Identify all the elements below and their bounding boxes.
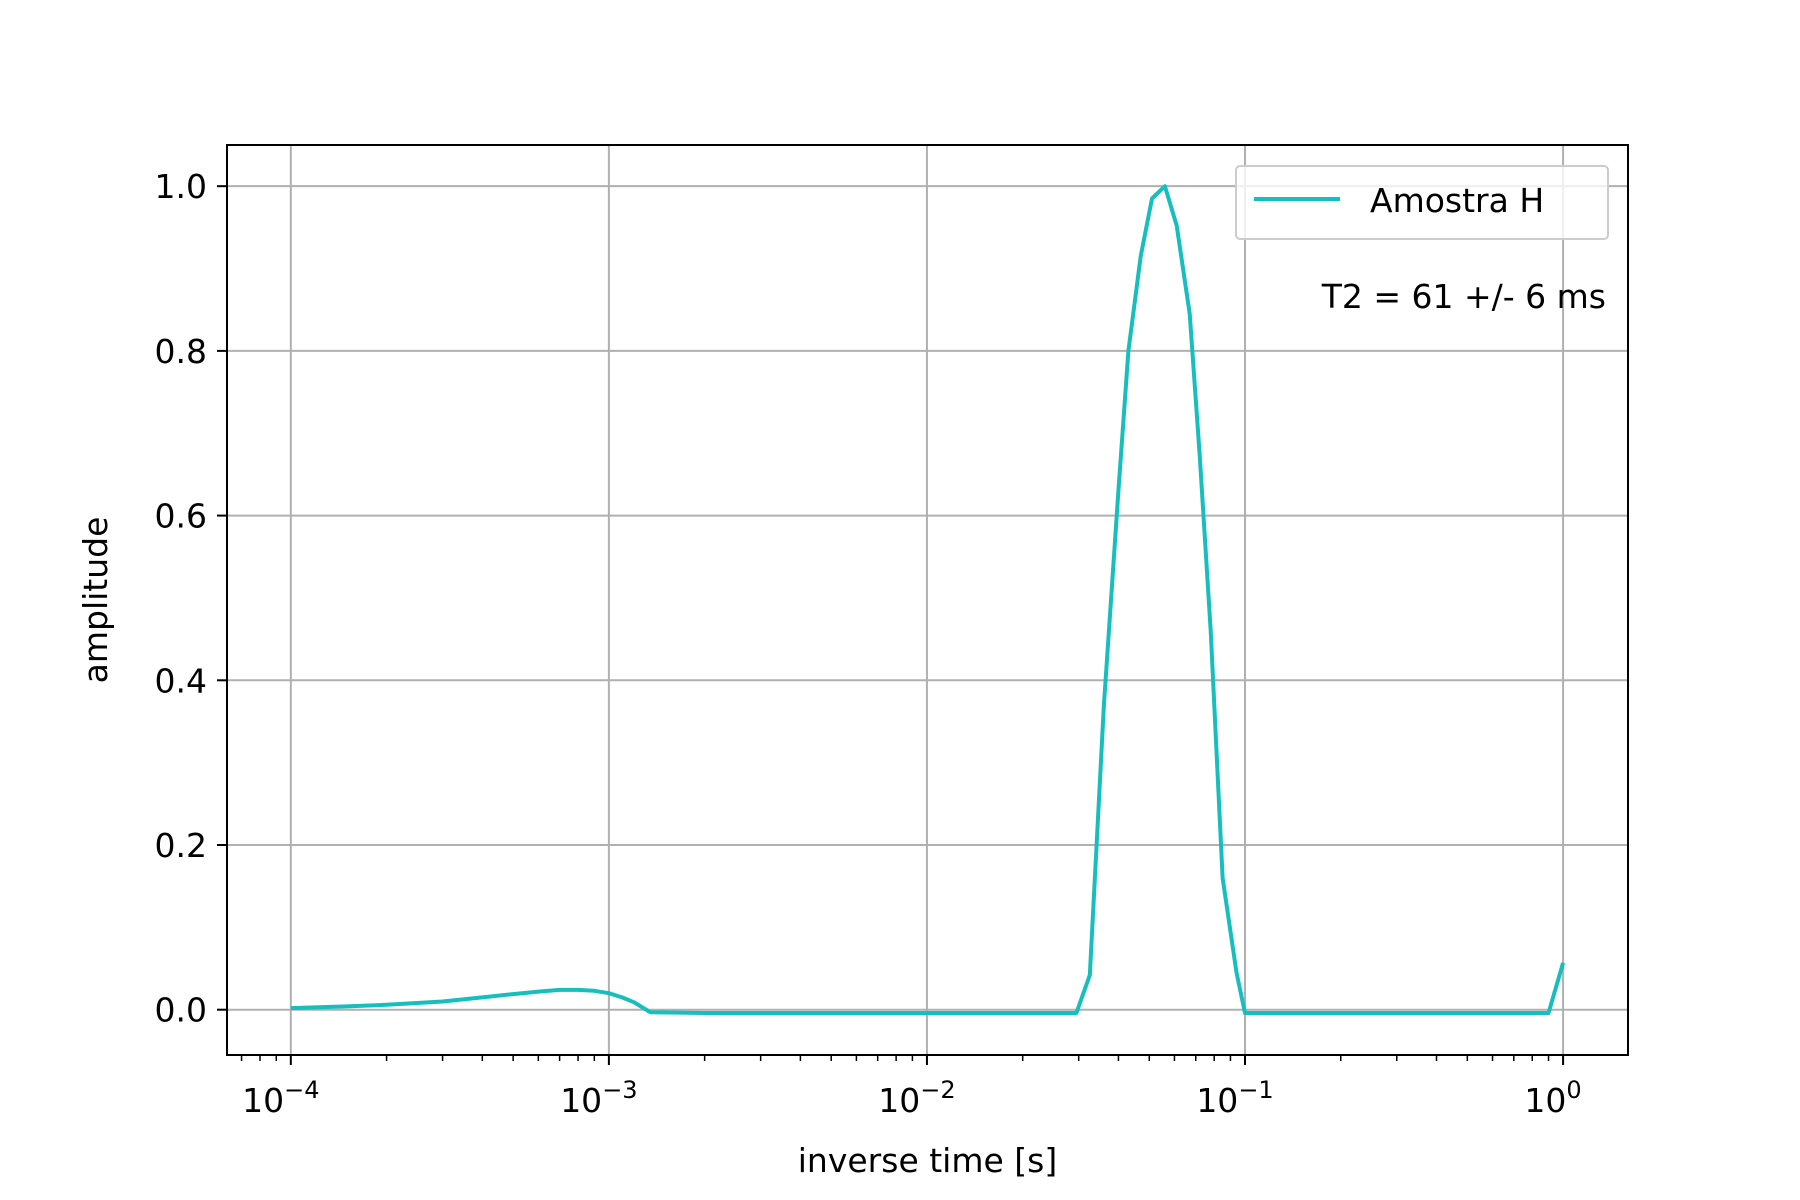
y-tick-label: 0.8: [155, 332, 207, 371]
legend-box: [1235, 165, 1609, 240]
y-tick-label: 0.6: [155, 497, 207, 536]
x-tick-label: 10−3: [560, 1076, 637, 1120]
legend-label-amostra-h: Amostra H: [1370, 181, 1544, 220]
x-tick-label: 10−1: [1196, 1076, 1273, 1120]
y-tick-label: 0.4: [155, 661, 207, 700]
x-axis-label: inverse time [s]: [798, 1141, 1057, 1180]
y-tick-label: 1.0: [155, 167, 207, 206]
annotation-t2: T2 = 61 +/- 6 ms: [1321, 277, 1606, 316]
legend: Amostra H: [1235, 165, 1609, 240]
series-layer: [290, 184, 1566, 1015]
y-tick-label: 0.0: [155, 991, 207, 1030]
y-axis-label: amplitude: [76, 517, 115, 684]
ticks: 10−4 10−3 10−2 10−1 100 0.0 0.2 0.4 0.6 0.8 1.0: [155, 167, 1582, 1120]
y-tick-label: 0.2: [155, 826, 207, 865]
x-tick-label: 100: [1524, 1076, 1581, 1120]
series-line-amostra-h: [290, 184, 1566, 1015]
x-tick-label: 10−2: [878, 1076, 955, 1120]
x-tick-label: 10−4: [242, 1076, 319, 1120]
